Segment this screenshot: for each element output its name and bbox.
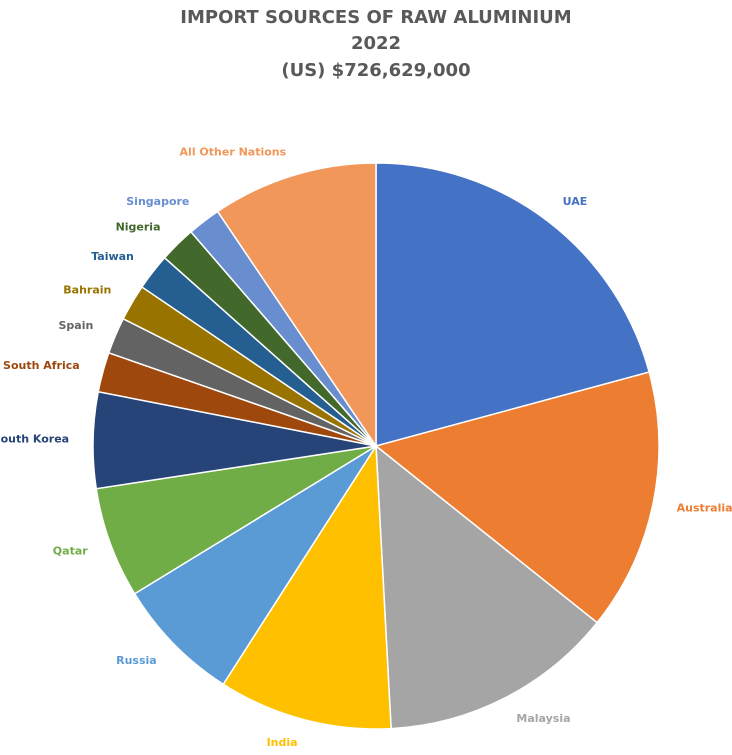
slice-label-bahrain: Bahrain [63,283,111,296]
chart-title: IMPORT SOURCES OF RAW ALUMINIUM [180,7,571,28]
slice-label-south-korea: South Korea [0,433,69,446]
slice-label-all-other-nations: All Other Nations [180,145,287,158]
slice-label-uae: UAE [563,195,588,208]
pie-slice-india [222,443,392,730]
pie-slice-australia [374,371,660,624]
pie-slice-all-other-nations [216,162,377,449]
slice-labels: UAE Australia Malaysia India Russia Qatar Sout… [0,145,732,748]
slice-label-spain: Spain [58,319,93,332]
slice-label-nigeria: Nigeria [116,220,161,233]
pie-slice-malaysia [375,444,599,730]
slice-label-australia: Australia [677,502,732,515]
slice-label-qatar: Qatar [53,544,88,557]
pie-slice-russia [133,445,377,686]
slice-label-singapore: Singapore [126,195,189,208]
chart-total-value: (US) $726,629,000 [281,60,470,81]
slice-label-russia: Russia [116,654,157,667]
slice-label-india: India [267,736,298,749]
pie-slice-qatar [95,445,377,595]
slice-label-malaysia: Malaysia [516,712,570,725]
pie-slices [92,162,660,730]
pie-slice-uae [375,162,651,447]
chart-subtitle: 2022 [351,33,401,54]
slice-label-taiwan: Taiwan [91,250,134,263]
slice-label-south-africa: South Africa [3,359,80,372]
